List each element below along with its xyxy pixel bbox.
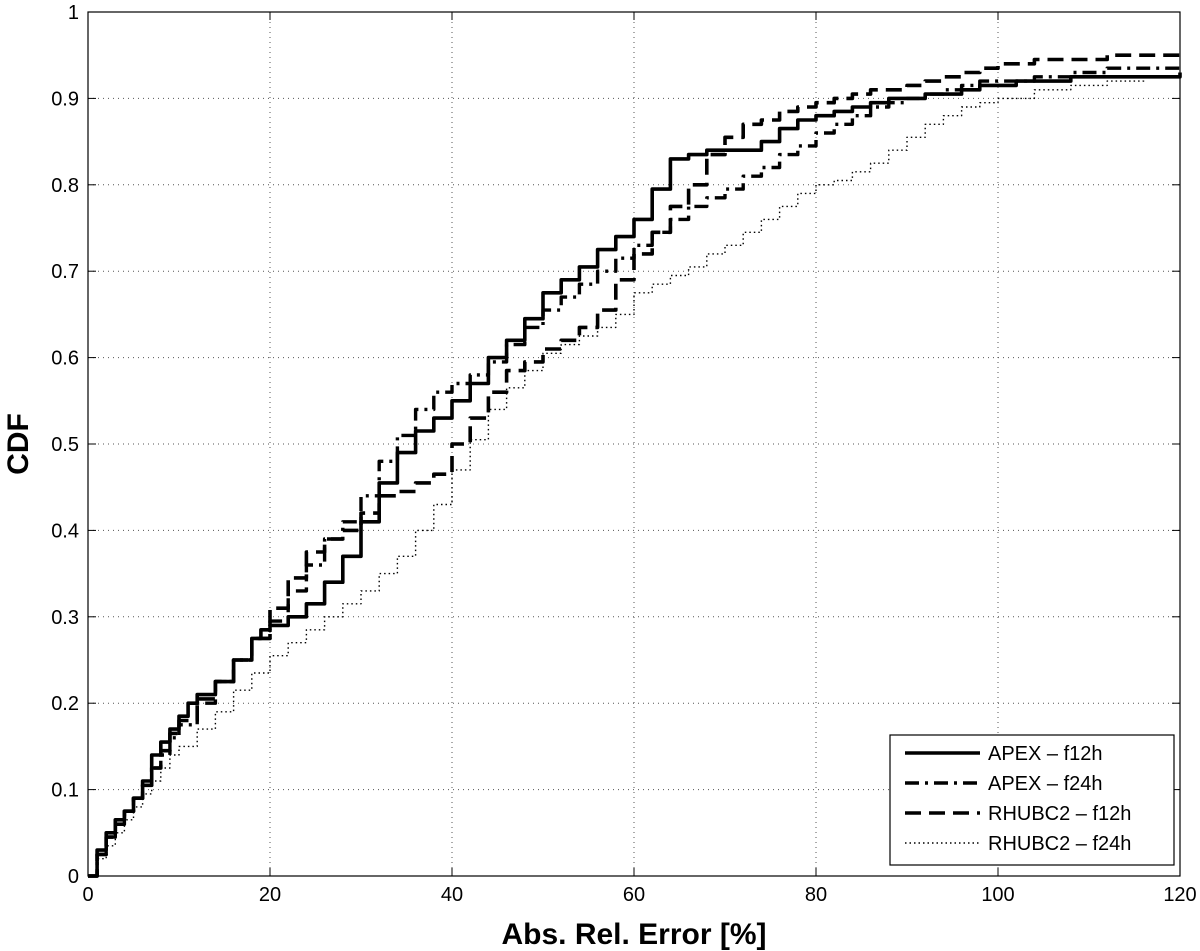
x-tick-label: 80 — [805, 884, 827, 906]
x-tick-label: 20 — [259, 884, 281, 906]
x-tick-label: 100 — [981, 884, 1014, 906]
x-tick-label: 0 — [82, 884, 93, 906]
legend-label-2: APEX – f24h — [988, 773, 1103, 795]
legend-label-1: APEX – f12h — [988, 743, 1103, 765]
series-lines — [88, 53, 1182, 878]
legend-label-4: RHUBC2 – f24h — [988, 833, 1131, 855]
y-tick-label: 0 — [68, 866, 79, 888]
axis-ticks: 0 20 40 60 80 100 120 0 0.1 0.2 0.3 0.4 0.5 0.6 0.7 0.8… — [51, 2, 1197, 906]
x-tick-label: 60 — [623, 884, 645, 906]
y-tick-label: 0.3 — [51, 607, 79, 629]
y-tick-label: 0.9 — [51, 88, 79, 110]
series-line-2 — [88, 66, 1180, 878]
y-tick-label: 0.6 — [51, 348, 79, 370]
y-tick-label: 0.4 — [51, 520, 79, 542]
y-tick-label: 0.5 — [51, 434, 79, 456]
y-tick-label: 1 — [68, 2, 79, 24]
legend-label-3: RHUBC2 – f12h — [988, 803, 1131, 825]
y-tick-label: 0.1 — [51, 780, 79, 802]
y-tick-label: 0.2 — [51, 693, 79, 715]
x-tick-label: 120 — [1163, 884, 1196, 906]
series-line-1 — [88, 72, 1182, 878]
y-tick-label: 0.7 — [51, 261, 79, 283]
legend: APEX – f12h APEX – f24h RHUBC2 – f12h RHUBC… — [889, 734, 1175, 866]
x-tick-label: 40 — [441, 884, 463, 906]
y-axis-title: CDF — [2, 413, 35, 475]
series-line-4 — [88, 72, 1181, 877]
series-line-3 — [88, 53, 1180, 878]
y-tick-label: 0.8 — [51, 175, 79, 197]
x-axis-title: Abs. Rel. Error [%] — [501, 918, 766, 951]
